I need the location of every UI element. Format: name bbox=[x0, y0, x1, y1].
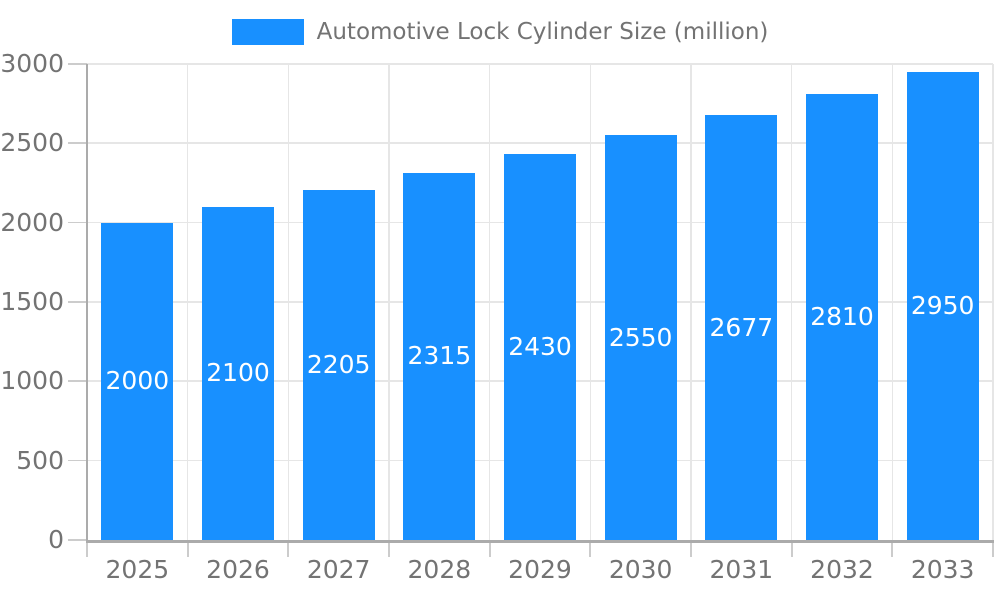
x-axis-label: 2033 bbox=[910, 555, 975, 584]
y-tick-mark bbox=[68, 459, 87, 462]
y-gridline bbox=[87, 63, 993, 65]
x-axis-label: 2028 bbox=[407, 555, 472, 584]
y-tick-mark bbox=[68, 142, 87, 144]
y-tick-mark bbox=[68, 539, 87, 541]
x-tick-mark bbox=[287, 542, 290, 557]
x-tick-mark bbox=[690, 542, 692, 557]
x-axis-label: 2026 bbox=[206, 555, 270, 584]
y-axis-line bbox=[86, 64, 88, 540]
x-tick-mark bbox=[86, 542, 88, 557]
y-axis-label: 3000 bbox=[0, 49, 64, 78]
x-gridline bbox=[488, 64, 491, 540]
x-axis-line bbox=[86, 540, 994, 543]
bar-value-label: 2205 bbox=[306, 350, 371, 380]
x-gridline bbox=[992, 64, 994, 540]
x-gridline bbox=[589, 64, 592, 540]
x-tick-mark bbox=[186, 542, 189, 557]
bar-2028 bbox=[403, 172, 476, 540]
bar-value-label: 2000 bbox=[105, 366, 170, 396]
x-gridline bbox=[388, 64, 390, 540]
y-axis-label: 500 bbox=[16, 445, 64, 475]
x-axis-label: 2025 bbox=[105, 555, 170, 584]
bar-2031 bbox=[705, 115, 778, 540]
y-axis-label: 2500 bbox=[0, 128, 64, 158]
bar-2026 bbox=[202, 206, 274, 540]
y-gridline bbox=[87, 142, 993, 144]
x-axis-label: 2032 bbox=[810, 555, 874, 584]
x-gridline bbox=[790, 64, 793, 540]
x-gridline bbox=[287, 64, 290, 540]
bar-2025 bbox=[101, 222, 174, 540]
bar-value-label: 2100 bbox=[206, 358, 270, 388]
bar-2029 bbox=[504, 154, 576, 540]
bar-2033 bbox=[906, 71, 979, 540]
bar-2027 bbox=[302, 190, 375, 540]
x-axis-label: 2031 bbox=[709, 555, 774, 584]
x-gridline bbox=[891, 64, 894, 540]
legend: Automotive Lock Cylinder Size (million) bbox=[0, 17, 1000, 47]
x-gridline bbox=[690, 64, 692, 540]
x-gridline bbox=[186, 64, 189, 540]
bar-value-label: 2550 bbox=[608, 322, 673, 352]
y-axis-label: 2000 bbox=[0, 207, 64, 237]
legend-label: Automotive Lock Cylinder Size (million) bbox=[316, 19, 769, 45]
x-tick-mark bbox=[891, 542, 894, 557]
y-axis-label: 0 bbox=[48, 525, 64, 554]
y-tick-mark bbox=[68, 63, 87, 65]
x-axis-label: 2030 bbox=[608, 555, 673, 584]
x-tick-mark bbox=[488, 542, 491, 557]
x-tick-mark bbox=[790, 542, 793, 557]
bar-value-label: 2950 bbox=[910, 290, 975, 320]
bar-2032 bbox=[806, 94, 878, 540]
bar-value-label: 2810 bbox=[810, 302, 874, 332]
bar-value-label: 2677 bbox=[709, 312, 774, 342]
y-tick-mark bbox=[68, 380, 87, 382]
y-axis-label: 1000 bbox=[0, 366, 64, 396]
x-tick-mark bbox=[992, 542, 994, 557]
x-axis-label: 2027 bbox=[306, 555, 371, 584]
x-tick-mark bbox=[388, 542, 390, 557]
legend-swatch bbox=[231, 19, 304, 45]
bar-2030 bbox=[604, 135, 677, 540]
bar-value-label: 2315 bbox=[407, 341, 472, 371]
x-tick-mark bbox=[589, 542, 592, 557]
y-tick-mark bbox=[68, 221, 87, 224]
bar-value-label: 2430 bbox=[508, 332, 572, 362]
y-tick-mark bbox=[68, 301, 87, 303]
y-axis-label: 1500 bbox=[0, 287, 64, 316]
x-axis-label: 2029 bbox=[508, 555, 572, 584]
